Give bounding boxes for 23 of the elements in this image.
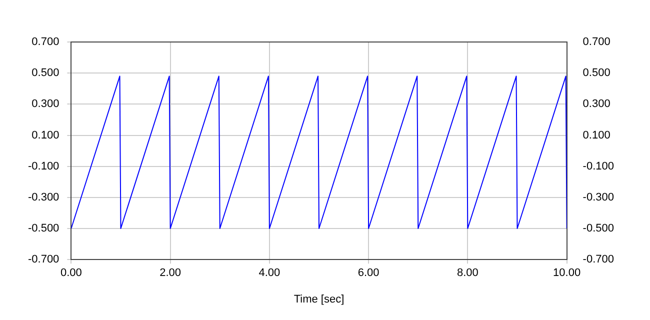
x-tick-label: 8.00 (456, 267, 478, 280)
x-tick-label: 2.00 (160, 267, 182, 280)
y-tick-label: 0.500 (32, 67, 60, 80)
x-tick-label: 4.00 (258, 267, 280, 280)
y-tick-label: -0.700 (28, 254, 60, 266)
y-tick-label: 0.100 (32, 129, 60, 142)
y2-tick-label: -0.500 (582, 222, 614, 235)
y2-tick-label: 0.500 (582, 67, 610, 80)
y2-tick-label: 0.100 (582, 129, 610, 142)
y2-tick-label: 0.700 (582, 36, 610, 48)
y-tick-label: -0.100 (28, 160, 60, 172)
y2-tick-label: -0.700 (582, 254, 614, 266)
y2-tick-label: -0.300 (582, 191, 614, 204)
x-tick-label: 10.00 (553, 267, 581, 280)
x-axis-title: Time [sec] (294, 293, 344, 306)
x-tick-label: 0.00 (60, 267, 82, 280)
y-tick-label: 0.700 (32, 36, 60, 48)
y-tick-label: -0.300 (28, 191, 60, 204)
y2-tick-label: -0.100 (582, 160, 614, 172)
x-tick-label: 6.00 (358, 267, 380, 280)
y-tick-label: -0.500 (28, 222, 60, 235)
y2-tick-label: 0.300 (582, 98, 610, 110)
y-tick-label: 0.300 (32, 98, 60, 110)
